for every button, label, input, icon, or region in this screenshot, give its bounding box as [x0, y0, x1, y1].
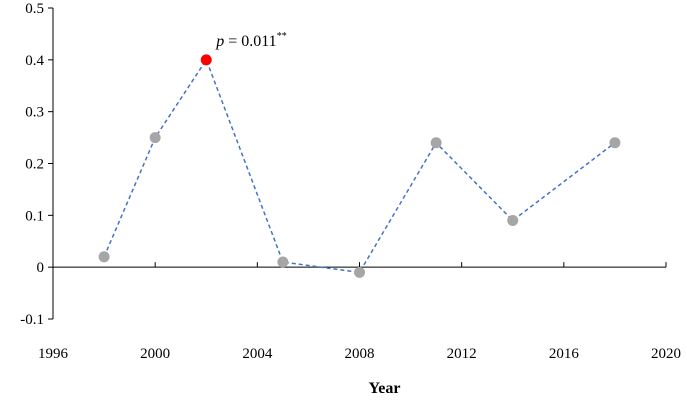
y-tick-label: 0.3 [25, 105, 44, 121]
axes: -0.1 0 0.1 0.2 0.3 0.4 0.5 1996 2000 2004 2008 2012… [20, 1, 681, 362]
series-connector [103, 58, 616, 274]
y-tick-label: 0.4 [25, 53, 44, 69]
x-tick-label: 2008 [345, 346, 375, 362]
x-tick-label: 2016 [549, 346, 580, 362]
x-tick-label: 2020 [651, 346, 681, 362]
y-tick-label: 0.2 [25, 157, 44, 173]
x-tick-label: 2004 [242, 346, 273, 362]
significance-annotation: p = 0.011** [215, 31, 286, 50]
highlight-point [200, 54, 212, 66]
data-point [277, 256, 289, 268]
annotation-value: = 0.011 [224, 33, 276, 50]
x-tick-label: 2012 [447, 346, 477, 362]
data-points [98, 54, 621, 278]
data-point [98, 251, 110, 263]
data-point [609, 137, 621, 149]
series-line [103, 58, 616, 274]
data-point [430, 137, 442, 149]
y-tick-label: 0.5 [25, 1, 44, 17]
annotation-stars: ** [277, 31, 287, 42]
y-tick-label: 0.1 [25, 208, 44, 224]
data-point [354, 266, 365, 278]
y-tick-label: 0 [37, 260, 45, 276]
x-axis-title: Year [369, 380, 401, 397]
y-tick-label: -0.1 [20, 312, 44, 328]
x-tick-label: 2000 [140, 346, 170, 362]
data-point [507, 215, 519, 227]
data-point [149, 132, 161, 144]
annotation-p-symbol: p [215, 33, 224, 50]
x-tick-label: 1996 [38, 346, 69, 362]
